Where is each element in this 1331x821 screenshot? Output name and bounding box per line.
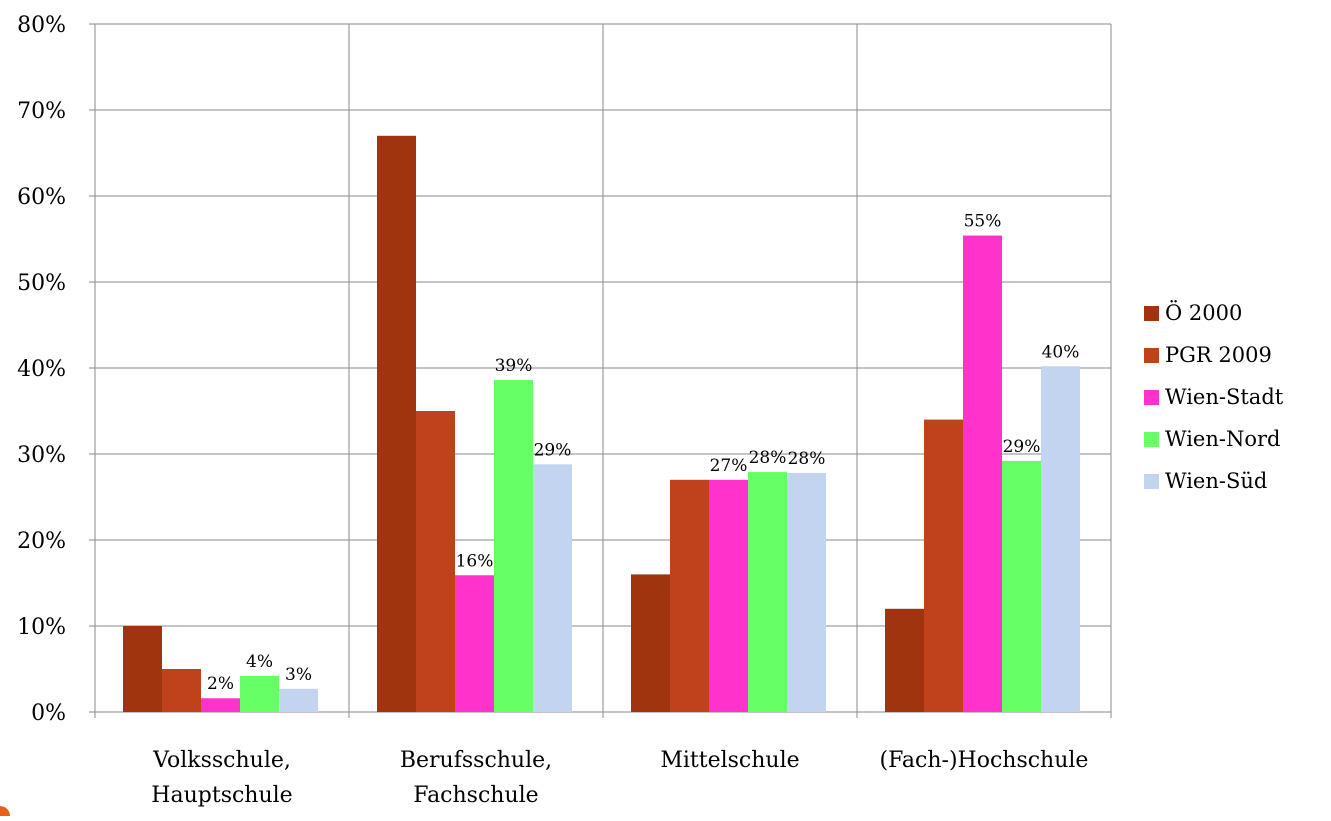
legend-label: PGR 2009 xyxy=(1165,343,1272,367)
legend-item: Ö 2000 xyxy=(1144,296,1283,330)
data-label: 55% xyxy=(964,212,1002,232)
y-tick-label: 0% xyxy=(31,701,66,726)
bar xyxy=(963,235,1002,712)
x-tick-label: Volksschule, xyxy=(152,748,291,773)
x-tick-label: Fachschule xyxy=(413,783,538,808)
legend-label: Wien-Stadt xyxy=(1165,385,1284,409)
data-label: 2% xyxy=(207,674,234,694)
bar xyxy=(885,608,924,712)
legend-swatch xyxy=(1144,347,1159,363)
legend-swatch xyxy=(1144,431,1159,447)
data-label: 39% xyxy=(495,356,533,376)
data-label: 28% xyxy=(749,448,787,468)
bar xyxy=(924,419,963,712)
bar xyxy=(416,411,455,712)
y-tick-label: 40% xyxy=(17,357,66,382)
bar xyxy=(240,675,279,712)
bar xyxy=(123,626,162,712)
x-tick-label: Hauptschule xyxy=(151,783,292,808)
bar xyxy=(494,380,533,712)
data-label: 27% xyxy=(710,456,748,476)
slide-corner-decoration xyxy=(0,806,10,816)
bar xyxy=(748,472,787,712)
bar xyxy=(709,479,748,712)
chart-legend: Ö 2000 PGR 2009 Wien-Stadt Wien-Nord Wien-Sü… xyxy=(1144,296,1283,506)
legend-label: Wien-Süd xyxy=(1165,469,1268,493)
bar xyxy=(201,698,240,712)
legend-item: Wien-Stadt xyxy=(1144,380,1283,414)
legend-swatch xyxy=(1144,305,1159,321)
x-tick-label: Mittelschule xyxy=(660,748,799,773)
legend-swatch xyxy=(1144,473,1159,489)
bar xyxy=(787,472,826,712)
data-label: 3% xyxy=(285,665,312,685)
bar xyxy=(377,135,416,713)
data-label: 29% xyxy=(1003,437,1041,457)
x-tick-label: Berufsschule, xyxy=(400,748,552,773)
bar xyxy=(631,574,670,712)
legend-swatch xyxy=(1144,389,1159,405)
legend-item: Wien-Süd xyxy=(1144,464,1283,498)
y-tick-label: 60% xyxy=(17,185,66,210)
y-tick-label: 10% xyxy=(17,615,66,640)
bar xyxy=(533,464,572,712)
y-tick-label: 80% xyxy=(17,13,66,38)
x-tick-label: (Fach-)Hochschule xyxy=(880,748,1089,773)
data-label: 4% xyxy=(246,652,273,672)
data-label: 28% xyxy=(788,449,826,469)
y-tick-label: 70% xyxy=(17,99,66,124)
data-label: 40% xyxy=(1042,342,1080,362)
y-tick-label: 50% xyxy=(17,271,66,296)
data-label: 16% xyxy=(456,551,494,571)
bar xyxy=(1041,366,1080,712)
bar xyxy=(455,575,494,712)
y-tick-label: 20% xyxy=(17,529,66,554)
legend-label: Ö 2000 xyxy=(1165,301,1243,325)
legend-item: Wien-Nord xyxy=(1144,422,1283,456)
bar xyxy=(279,688,318,712)
bar xyxy=(162,669,201,712)
legend-item: PGR 2009 xyxy=(1144,338,1283,372)
legend-label: Wien-Nord xyxy=(1165,427,1281,451)
bar xyxy=(1002,460,1041,712)
data-label: 29% xyxy=(534,440,572,460)
bar xyxy=(670,479,709,712)
y-tick-label: 30% xyxy=(17,443,66,468)
